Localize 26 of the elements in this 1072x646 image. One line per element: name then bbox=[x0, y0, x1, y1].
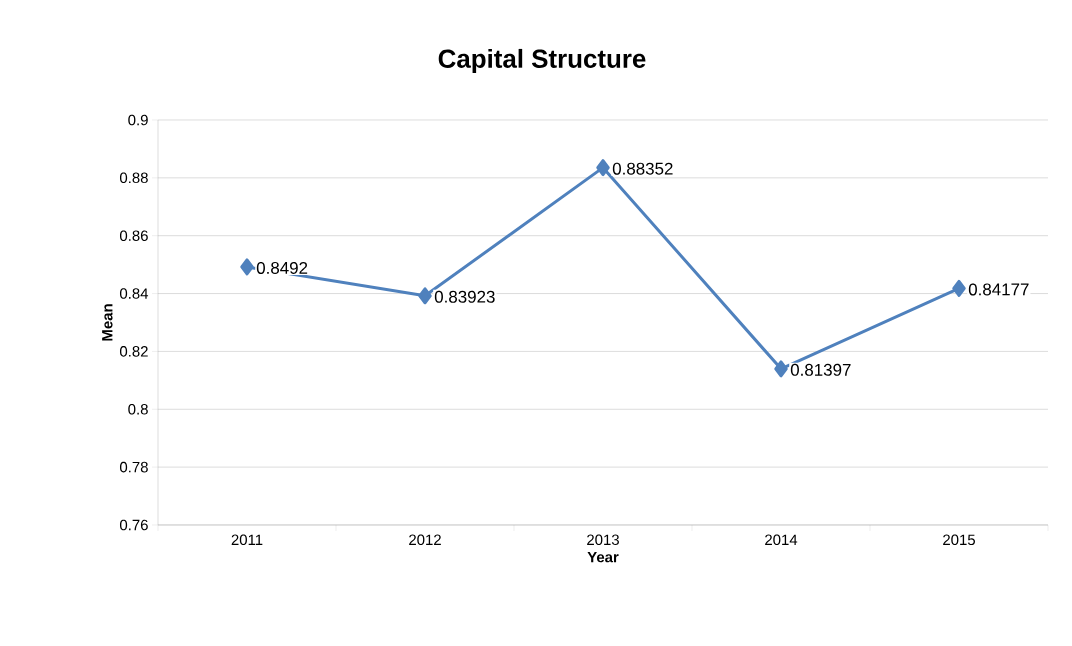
y-tick-label: 0.76 bbox=[119, 519, 148, 531]
x-tick-label: 2014 bbox=[765, 534, 798, 546]
data-label: 0.81397 bbox=[790, 363, 851, 376]
x-axis-title: Year bbox=[587, 551, 619, 563]
y-tick-label: 0.9 bbox=[128, 114, 148, 126]
x-tick-label: 2012 bbox=[409, 534, 441, 546]
y-tick-label: 0.86 bbox=[119, 230, 148, 241]
x-tick-label: 2015 bbox=[943, 534, 975, 546]
data-label: 0.83923 bbox=[434, 290, 495, 303]
data-label: 0.84177 bbox=[968, 283, 1029, 296]
chart-title: Capital Structure bbox=[438, 48, 646, 74]
point bbox=[774, 360, 788, 378]
x-tick-label: 2011 bbox=[231, 534, 263, 546]
point bbox=[952, 279, 966, 297]
point bbox=[418, 287, 432, 305]
y-axis-title: Mean bbox=[102, 304, 113, 341]
y-tick-label: 0.84 bbox=[119, 288, 149, 299]
y-tick-label: 0.8 bbox=[128, 403, 148, 415]
y-tick-label: 0.78 bbox=[119, 461, 148, 473]
data-label: 0.8492 bbox=[256, 261, 308, 274]
data-label: 0.88352 bbox=[612, 162, 673, 175]
y-tick-label: 0.82 bbox=[119, 346, 148, 357]
point bbox=[596, 159, 610, 177]
y-tick-label: 0.88 bbox=[119, 172, 148, 184]
x-tick-label: 2013 bbox=[587, 534, 619, 546]
point bbox=[240, 258, 254, 276]
